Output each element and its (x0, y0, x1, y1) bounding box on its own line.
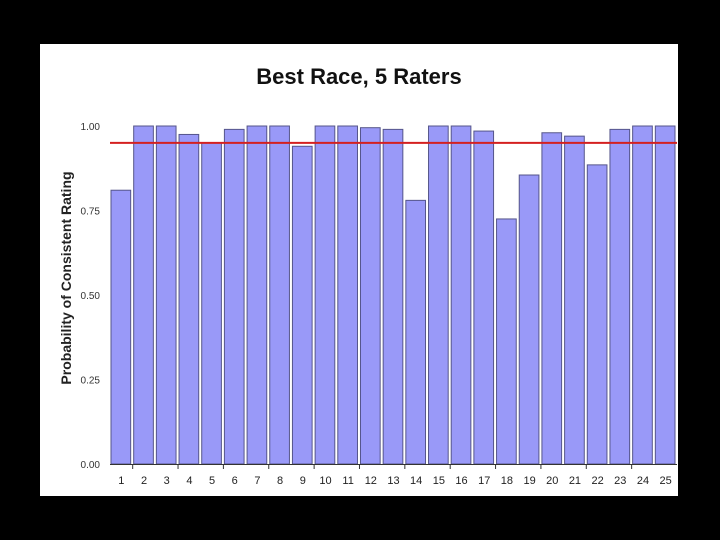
x-tick-label: 16 (455, 475, 467, 487)
x-tick-label: 24 (637, 475, 649, 487)
x-tick-label: 8 (277, 475, 283, 487)
x-tick-label: 9 (300, 475, 306, 487)
bar-chart: 0.000.250.500.751.001 2 3 4 5 6 7 8 9 10 11 12 13 14 1… (81, 122, 677, 487)
bar (178, 133, 200, 465)
x-tick-label: 17 (478, 475, 490, 487)
x-tick-label: 25 (660, 475, 672, 487)
bar (564, 135, 585, 465)
x-tick-label: 21 (569, 475, 581, 487)
x-tick-label: 11 (342, 475, 353, 487)
y-tick-label: 0.25 (81, 376, 101, 387)
x-tick-label: 14 (410, 475, 422, 487)
x-tick-label: 18 (501, 475, 513, 487)
bar (110, 189, 132, 465)
bar (586, 164, 608, 465)
x-tick-label: 19 (523, 475, 535, 487)
bar (405, 199, 427, 465)
x-tick-label: 23 (614, 475, 626, 487)
x-tick-label: 12 (365, 475, 377, 487)
x-tick-label: 2 (141, 475, 147, 487)
bar (654, 125, 676, 465)
bar (201, 142, 222, 465)
x-tick-label: 15 (433, 475, 445, 487)
bar (269, 125, 290, 465)
bar (291, 145, 313, 465)
x-tick-label: 3 (164, 475, 170, 487)
y-tick-label: 0.75 (81, 207, 101, 218)
bar (496, 218, 517, 465)
bar (133, 125, 154, 465)
y-tick-label: 1.00 (81, 122, 101, 133)
y-tick-label: 0.00 (81, 460, 101, 471)
x-tick-label: 10 (319, 475, 331, 487)
bar (337, 125, 358, 465)
bar (632, 125, 653, 465)
y-tick-label: 0.50 (81, 291, 101, 302)
bar (314, 125, 336, 465)
slide-panel: Best Race, 5 Raters Probability of Consi… (40, 44, 678, 496)
bar (541, 132, 563, 465)
bar (382, 128, 404, 465)
bar (155, 125, 177, 465)
bar (246, 125, 268, 465)
x-tick-label: 4 (186, 475, 192, 487)
bar (450, 125, 472, 465)
bar (473, 130, 495, 465)
x-tick-label: 22 (591, 475, 603, 487)
bar (518, 174, 540, 465)
x-tick-label: 1 (118, 475, 124, 487)
chart-title: Best Race, 5 Raters (256, 64, 462, 89)
bar (609, 128, 631, 465)
x-tick-label: 5 (209, 475, 215, 487)
x-tick-label: 20 (546, 475, 558, 487)
bar (428, 125, 449, 465)
x-tick-label: 7 (254, 475, 260, 487)
bar (223, 128, 245, 465)
x-tick-label: 13 (387, 475, 399, 487)
x-tick-label: 6 (232, 475, 238, 487)
bar (359, 127, 381, 465)
